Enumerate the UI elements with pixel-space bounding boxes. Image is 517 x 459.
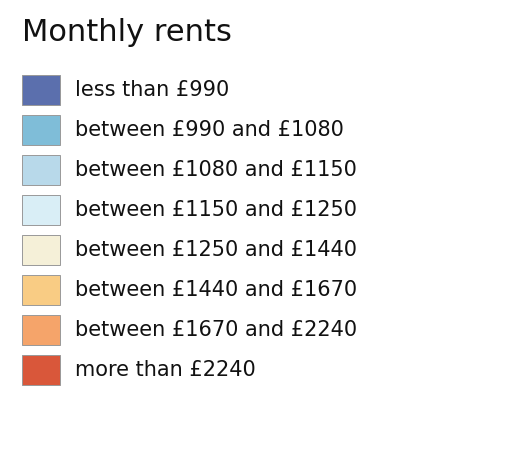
Bar <box>22 75 60 105</box>
Bar <box>22 315 60 345</box>
Text: between £1670 and £2240: between £1670 and £2240 <box>75 320 357 340</box>
Text: between £990 and £1080: between £990 and £1080 <box>75 120 344 140</box>
Text: less than £990: less than £990 <box>75 80 229 100</box>
Text: between £1250 and £1440: between £1250 and £1440 <box>75 240 357 260</box>
Bar <box>22 115 60 145</box>
Bar <box>22 355 60 385</box>
Text: between £1440 and £1670: between £1440 and £1670 <box>75 280 357 300</box>
Bar <box>22 155 60 185</box>
Bar <box>22 195 60 225</box>
Text: Monthly rents: Monthly rents <box>22 18 232 47</box>
Bar <box>22 275 60 305</box>
Bar <box>22 235 60 265</box>
Text: between £1080 and £1150: between £1080 and £1150 <box>75 160 357 180</box>
Text: between £1150 and £1250: between £1150 and £1250 <box>75 200 357 220</box>
Text: more than £2240: more than £2240 <box>75 360 256 380</box>
